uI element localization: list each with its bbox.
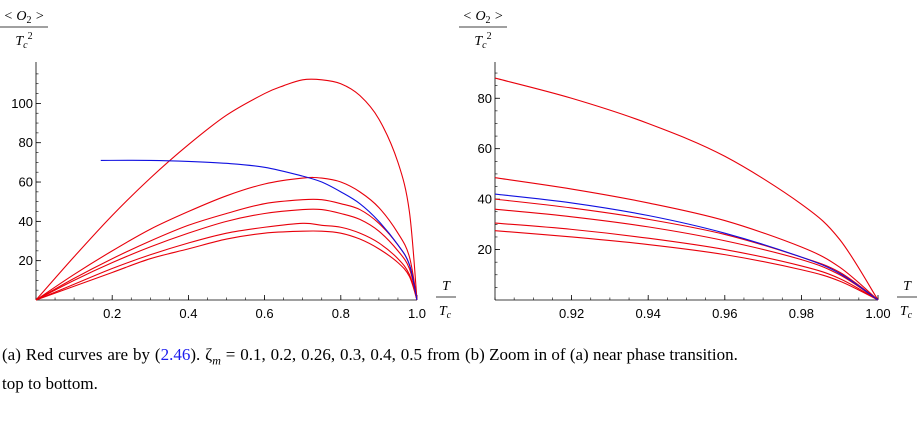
series-line-a-1 xyxy=(35,78,418,301)
x-axis-label-denominator-b: Tc xyxy=(900,304,913,321)
y-tick-label-b: 80 xyxy=(478,91,492,106)
y-tick-label-a: 100 xyxy=(11,96,33,111)
x-axis-label-denominator-a: Tc xyxy=(439,304,452,321)
y-axis-label-sub-b: 2 xyxy=(486,15,491,26)
series-line-b-6 xyxy=(494,230,879,301)
x-tick-label-a: 0.8 xyxy=(332,306,350,321)
series-line-a-7 xyxy=(100,159,418,301)
x-tick-label-a: 1.0 xyxy=(408,306,426,321)
y-tick-label-b: 60 xyxy=(478,141,492,156)
y-axis-label-numerator-b: < O2 > xyxy=(462,9,503,26)
chart-panel-b: 0.92 0.94 0.96 0.98 1.00 20 40 60 80 < O2 > Tc2 T Tc xyxy=(459,0,923,330)
series-line-a-6 xyxy=(35,230,418,301)
equation-reference-link[interactable]: 2.46 xyxy=(160,345,191,364)
y-tick-label-a: 60 xyxy=(19,175,33,190)
x-tick-label-a: 0.4 xyxy=(179,306,197,321)
y-tick-label-b: 40 xyxy=(478,192,492,207)
series-line-b-4 xyxy=(494,208,879,301)
caption-a-zeta-subscript: m xyxy=(212,353,221,368)
x-tick-label-a: 0.2 xyxy=(103,306,121,321)
y-axis-label-sub-a: 2 xyxy=(27,15,32,26)
caption-b: (b) Zoom in of (a) near phase transition… xyxy=(465,343,920,366)
y-axis-label-t-a: T xyxy=(15,34,24,49)
series-line-a-5 xyxy=(35,222,418,301)
caption-a-text: Red curves are by ( xyxy=(20,345,161,364)
x-axis-label-tc-sub-b: c xyxy=(908,310,913,321)
y-axis-label-numerator-a: < O2 > xyxy=(3,9,44,26)
x-tick-label-b: 0.96 xyxy=(712,306,737,321)
y-axis-label-close-a: > xyxy=(32,9,45,24)
x-tick-label-b: 0.94 xyxy=(636,306,661,321)
caption-a-text-after: ). ζ xyxy=(190,345,213,364)
y-axis-label-close-b: > xyxy=(491,9,504,24)
x-axis-label-numerator-b: T xyxy=(903,279,912,294)
x-axis-label-t-a: T xyxy=(439,304,448,319)
y-axis-label-denominator-a: Tc2 xyxy=(15,31,32,51)
y-axis-label-t-b: T xyxy=(474,34,483,49)
caption-b-label: (b) xyxy=(465,345,485,364)
y-axis-label-denominator-b: Tc2 xyxy=(474,31,491,51)
caption-a-values: = 0.1, 0.2, 0.26, 0.3, 0.4, 0.5 from top… xyxy=(2,345,460,394)
caption-a: (a) Red curves are by (2.46). ζm = 0.1, … xyxy=(2,343,460,395)
x-axis-label-tc-sub-a: c xyxy=(447,310,452,321)
y-axis-label-o-a: < O xyxy=(3,9,26,24)
y-axis-label-sup-a: 2 xyxy=(28,31,33,42)
x-axis-label-numerator-a: T xyxy=(442,279,451,294)
series-line-a-2 xyxy=(35,176,418,301)
x-tick-label-a: 0.6 xyxy=(256,306,274,321)
series-line-b-7 xyxy=(494,193,879,301)
y-axis-label-tc-sub-b: c xyxy=(482,40,487,51)
y-tick-label-b: 20 xyxy=(478,242,492,257)
chart-panel-a: 0.2 0.4 0.6 0.8 1.0 20 40 60 80 100 < O2 > Tc2 T Tc xyxy=(0,0,465,330)
x-axis-label-t-b: T xyxy=(900,304,909,319)
x-tick-label-b: 1.00 xyxy=(865,306,890,321)
caption-b-text: Zoom in of (a) near phase transition. xyxy=(484,345,738,364)
x-tick-label-b: 0.98 xyxy=(789,306,814,321)
series-line-b-2 xyxy=(494,177,879,301)
x-tick-label-b: 0.92 xyxy=(559,306,584,321)
series-line-b-1 xyxy=(494,77,879,301)
series-line-b-3 xyxy=(494,198,879,301)
series-line-a-4 xyxy=(35,208,418,301)
y-tick-label-a: 20 xyxy=(19,253,33,268)
series-line-b-5 xyxy=(494,222,879,301)
y-tick-label-a: 40 xyxy=(19,214,33,229)
y-axis-label-tc-sub-a: c xyxy=(23,40,28,51)
caption-a-label: (a) xyxy=(2,345,21,364)
y-tick-label-a: 80 xyxy=(19,135,33,150)
y-axis-label-o-b: < O xyxy=(462,9,485,24)
series-line-a-3 xyxy=(35,198,418,301)
y-axis-label-sup-b: 2 xyxy=(487,31,492,42)
